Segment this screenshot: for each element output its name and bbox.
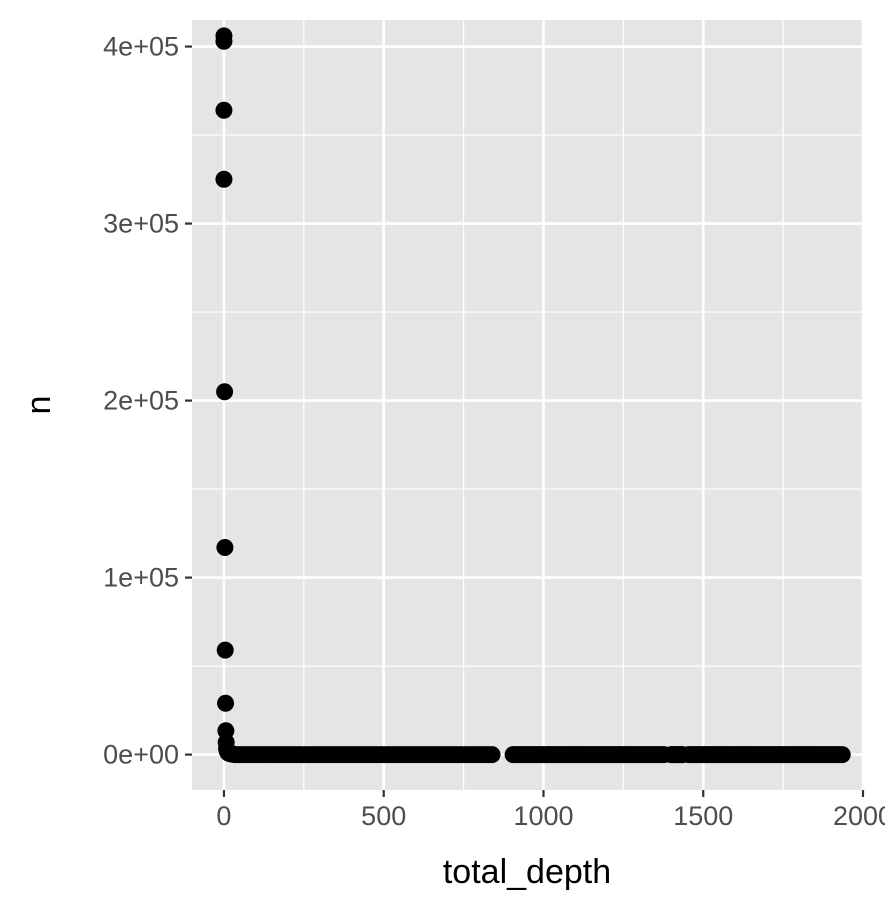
grid-minor	[192, 20, 863, 790]
data-points	[215, 27, 851, 764]
data-point	[216, 383, 234, 401]
data-point	[216, 538, 234, 556]
data-point	[215, 32, 233, 50]
data-point	[215, 101, 233, 119]
x-axis-title: total_depth	[443, 853, 611, 891]
y-tick-label: 2e+05	[103, 386, 179, 416]
data-point	[216, 641, 234, 659]
data-point	[217, 694, 235, 712]
x-tick-label: 500	[361, 801, 406, 831]
y-tick-label: 3e+05	[103, 209, 179, 239]
y-tick-label: 4e+05	[103, 32, 179, 62]
data-point	[215, 170, 233, 188]
x-tick-label: 1500	[673, 801, 733, 831]
data-point	[833, 746, 851, 764]
data-point	[483, 746, 501, 764]
y-axis-title: n	[20, 396, 58, 415]
y-tick-label: 0e+00	[103, 740, 179, 770]
y-axis-ticks: 0e+00 1e+05 2e+05 3e+05 4e+05	[103, 32, 192, 770]
data-point	[225, 745, 243, 763]
x-tick-label: 1000	[513, 801, 573, 831]
y-tick-label: 1e+05	[103, 563, 179, 593]
x-tick-label: 0	[216, 801, 231, 831]
